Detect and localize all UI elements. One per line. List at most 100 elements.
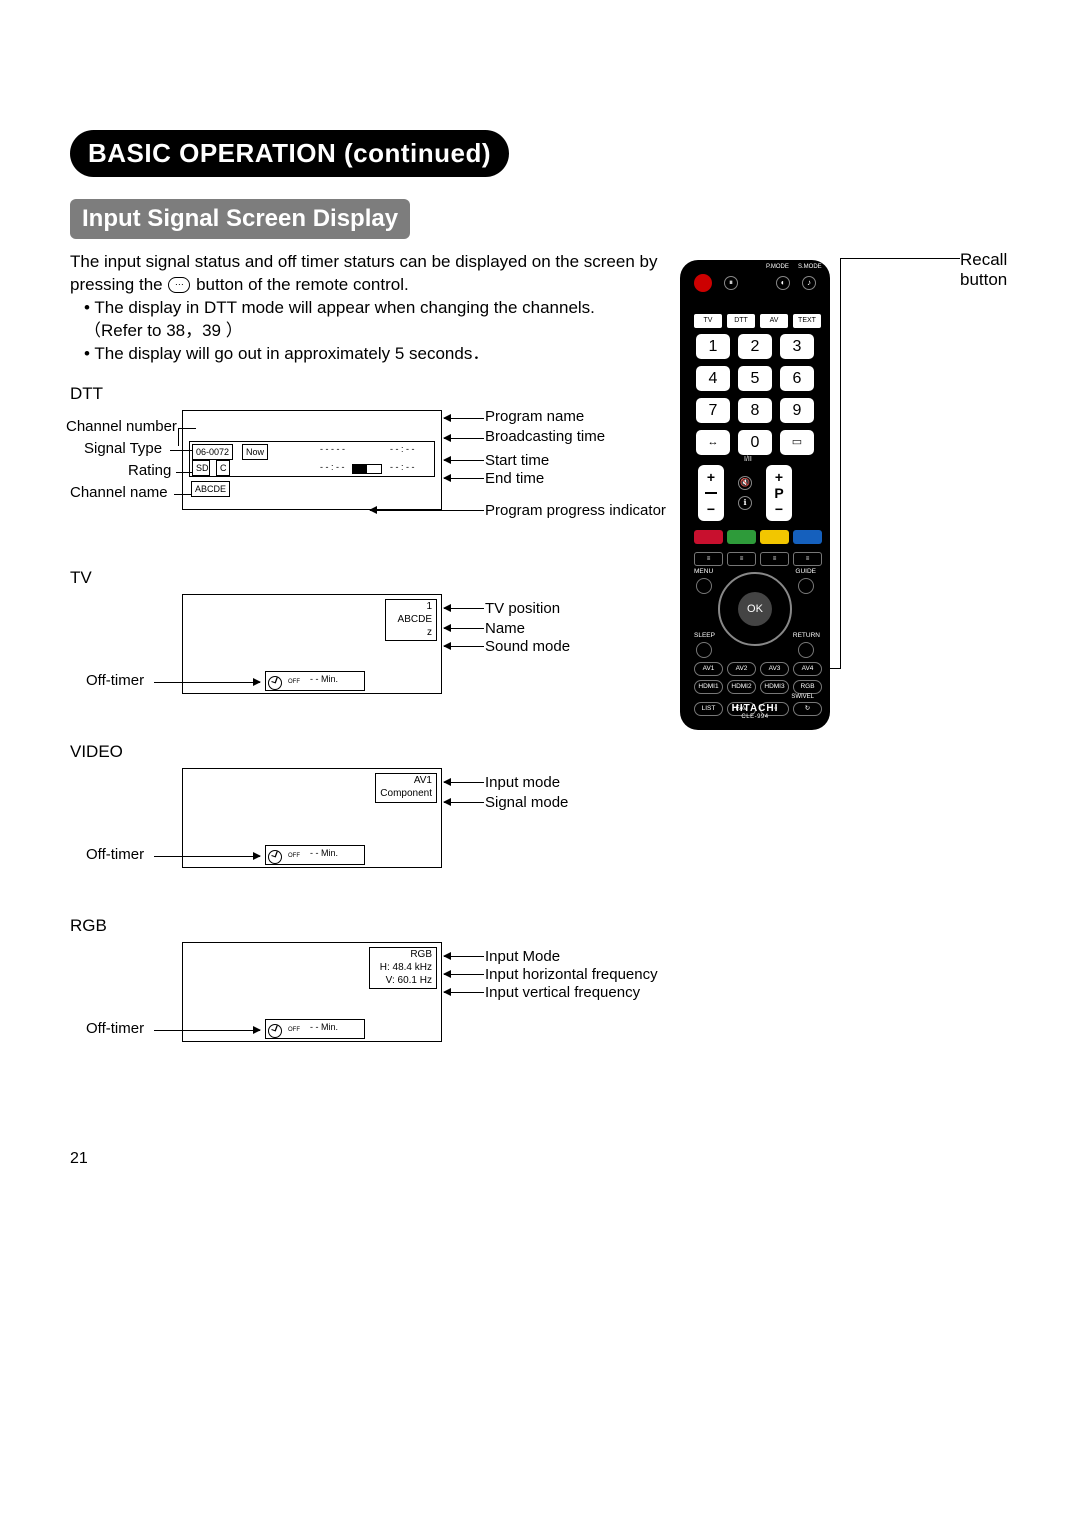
yellow-button[interactable] (760, 530, 789, 544)
arrow (444, 974, 484, 975)
hdmi2[interactable]: HDMI2 (727, 680, 756, 694)
clock-icon (268, 1024, 282, 1038)
guide-4[interactable]: ≡ (793, 552, 822, 566)
dtt-now: Now (242, 444, 268, 460)
ch-rocker[interactable]: +P− (766, 465, 792, 521)
guide-2[interactable]: ≡ (727, 552, 756, 566)
clock-icon (268, 676, 282, 690)
off-sub: OFF (288, 1027, 300, 1033)
intro-1b: pressing the (70, 275, 163, 294)
dtt-diagram: Channel number Signal Type Rating Channe… (70, 410, 1010, 550)
rgb-rl-1: Input horizontal frequency (485, 966, 658, 983)
num-9[interactable]: 9 (780, 398, 814, 423)
num-0[interactable]: 0 (738, 430, 772, 455)
rgb-mode: RGB (410, 949, 432, 961)
av2[interactable]: AV2 (727, 662, 756, 676)
rgb-off-label: Off-timer (86, 1020, 144, 1037)
tab-av[interactable]: AV (760, 314, 788, 328)
num-5[interactable]: 5 (738, 366, 772, 391)
rgb-inner: RGB H: 48.4 kHz V: 60.1 Hz (369, 947, 437, 989)
recall-line-v (840, 258, 841, 668)
clock-icon (268, 850, 282, 864)
off-sub: OFF (288, 679, 300, 685)
power-button[interactable] (694, 274, 712, 292)
heading-main: BASIC OPERATION (continued) (70, 130, 509, 177)
num-2[interactable]: 2 (738, 334, 772, 359)
av1[interactable]: AV1 (694, 662, 723, 676)
ok-button[interactable]: OK (738, 592, 772, 626)
freeze-button[interactable]: ⏸ (724, 276, 738, 290)
av4[interactable]: AV4 (793, 662, 822, 676)
tab-dtt[interactable]: DTT (727, 314, 755, 328)
arrow (154, 856, 260, 857)
video-inner: AV1 Component (375, 773, 437, 803)
num-pip[interactable]: ▭ (780, 430, 814, 455)
num-1[interactable]: 1 (696, 334, 730, 359)
hdmi1[interactable]: HDMI1 (694, 680, 723, 694)
green-button[interactable] (727, 530, 756, 544)
manual-page: BASIC OPERATION (continued) Input Signal… (70, 130, 1010, 1072)
dtt-start: - - : - - (320, 462, 345, 472)
tv-inner: 1 ABCDE z (385, 599, 437, 641)
tv-off-label: Off-timer (86, 672, 144, 689)
rgb-rl-2: Input vertical frequency (485, 984, 640, 1001)
num-3[interactable]: 3 (780, 334, 814, 359)
arrow (444, 608, 484, 609)
intro-bullet1a: • The display in DTT mode will appear wh… (84, 297, 710, 320)
smode: S.MODE (798, 264, 822, 270)
nav-ring[interactable]: OK (718, 572, 792, 646)
av3[interactable]: AV3 (760, 662, 789, 676)
num-dash[interactable]: ↔ (696, 430, 730, 455)
tab-tv[interactable]: TV (694, 314, 722, 328)
vid-off-label: Off-timer (86, 846, 144, 863)
hdmi3[interactable]: HDMI3 (760, 680, 789, 694)
tv-pos: 1 (426, 601, 432, 613)
video-off: OFF - - Min. (265, 845, 365, 865)
dtt-ll-2: Rating (128, 462, 171, 479)
tv-min: - - Min. (310, 674, 338, 684)
mute-button[interactable]: 🔇 (738, 476, 752, 490)
red-button[interactable] (694, 530, 723, 544)
rgb-btn[interactable]: RGB (793, 680, 822, 694)
num-7[interactable]: 7 (696, 398, 730, 423)
tv-screen: 1 ABCDE z OFF - - Min. (182, 594, 442, 694)
vol-rocker[interactable]: +− (698, 465, 724, 521)
rgb-screen: RGB H: 48.4 kHz V: 60.1 Hz OFF - - Min. (182, 942, 442, 1042)
menu-lbl: MENU (694, 568, 713, 575)
return-lbl: RETURN (793, 632, 820, 639)
return-button[interactable] (798, 642, 814, 658)
intro-1c: button of the remote control. (196, 275, 409, 294)
dtt-ll-3: Channel name (70, 484, 168, 501)
tv-name: ABCDE (398, 614, 432, 626)
intro-1a: The input signal status and off timer st… (70, 252, 657, 271)
remote-top: ⏸ ◐ ♪ (694, 274, 816, 292)
guide-1[interactable]: ≡ (694, 552, 723, 566)
num-6[interactable]: 6 (780, 366, 814, 391)
arrow (154, 682, 260, 683)
guide-button[interactable] (798, 578, 814, 594)
line (178, 428, 179, 446)
vid-mode: AV1 (414, 775, 432, 787)
tab-text[interactable]: TEXT (793, 314, 821, 328)
dtt-prog-fill (353, 465, 367, 473)
guide-3[interactable]: ≡ (760, 552, 789, 566)
arrow (444, 628, 484, 629)
sound-button[interactable]: ♪ (802, 276, 816, 290)
av-row1: AV1 AV2 AV3 AV4 (694, 662, 822, 676)
dtt-rl-1: Broadcasting time (485, 428, 605, 445)
blue-button[interactable] (793, 530, 822, 544)
vid-sig: Component (380, 788, 432, 800)
sleep-lbl: SLEEP (694, 632, 715, 639)
remote-control: ⏸ ◐ ♪ P.MODE S.MODE TV DTT AV TEXT 1 2 3… (680, 260, 830, 730)
info-button[interactable]: ℹ (738, 496, 752, 510)
menu-button[interactable] (696, 578, 712, 594)
num-4[interactable]: 4 (696, 366, 730, 391)
sleep-button[interactable] (696, 642, 712, 658)
dtt-rl-3: End time (485, 470, 544, 487)
tv-rl-0: TV position (485, 600, 560, 617)
aspect-button[interactable]: ◐ (776, 276, 790, 290)
i-ii: I/II (744, 456, 752, 463)
video-screen: AV1 Component OFF - - Min. (182, 768, 442, 868)
num-8[interactable]: 8 (738, 398, 772, 423)
dtt-inner: 06-0072 Now - - - - - - - : - - SD C - -… (189, 441, 435, 477)
